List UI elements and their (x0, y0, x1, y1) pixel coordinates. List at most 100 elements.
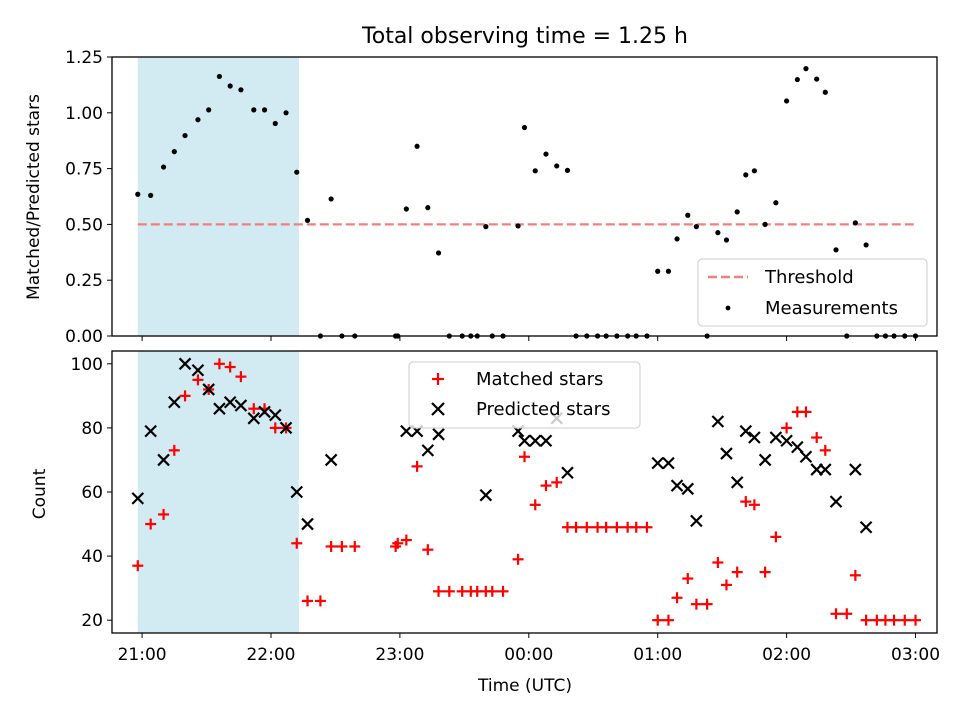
predicted-star-point (234, 399, 248, 412)
measurement-point (814, 76, 820, 82)
count-panel: 20 40 60 80 100 21:00 22:00 23:00 00:00 01:00 02:… (30, 350, 940, 696)
predicted-star-point (748, 431, 761, 444)
measurement-point (543, 151, 549, 157)
y-tick-label: 0.25 (65, 271, 103, 291)
count-legend: Matched stars Predicted stars (408, 361, 641, 429)
predicted-star-point (758, 453, 772, 467)
matched-star-point (248, 403, 260, 415)
matched-star-point (540, 480, 552, 492)
measurement-point (674, 236, 680, 242)
predicted-star-point (178, 357, 192, 371)
predicted-star-point (651, 456, 664, 470)
predicted-star-point (258, 405, 271, 419)
ratio-legend: Threshold Measurements (697, 258, 928, 327)
measurement-point (693, 224, 699, 230)
y-tick-label: 1.25 (65, 48, 103, 68)
measurement-point (665, 268, 672, 274)
predicted-star-point (769, 431, 783, 444)
matched-star-point (349, 540, 361, 552)
measurement-point (803, 66, 809, 72)
measurement-point (435, 250, 442, 256)
ratio-x-axis-ticks (141, 336, 917, 341)
matched-star-point (422, 544, 434, 556)
predicted-star-point (561, 466, 574, 480)
predicted-star-point (247, 412, 261, 425)
count-y-axis-label: Count (30, 468, 50, 519)
matched-star-point (400, 534, 412, 546)
y-tick-label: 0.50 (65, 215, 103, 235)
matched-star-point (581, 521, 593, 533)
measurement-point (135, 191, 141, 197)
matched-star-point (630, 521, 642, 533)
matched-star-point (841, 608, 853, 620)
measurement-point (182, 132, 188, 139)
matched-star-point (819, 444, 831, 456)
predicted-star-point (168, 395, 181, 409)
predicted-star-point (223, 395, 237, 409)
predicted-star-point (144, 424, 157, 438)
predicted-star-point (191, 363, 205, 377)
predicted-stars-legend-label: Predicted stars (476, 399, 610, 420)
measurement-point (833, 247, 839, 253)
matched-star-point (192, 374, 204, 386)
count-x-axis-ticks: 21:00 22:00 23:00 00:00 01:00 02:00 03:00 (118, 633, 940, 665)
x-tick-label: 23:00 (375, 645, 424, 665)
measurement-point (272, 120, 278, 127)
measurement-point (160, 164, 167, 170)
predicted-star-point (301, 517, 314, 531)
measurements-legend-swatch (725, 305, 731, 311)
measurement-point (723, 237, 730, 243)
measurement-point (532, 168, 538, 174)
measurement-point (238, 87, 244, 93)
measurement-point (171, 149, 177, 155)
matched-star-point (611, 521, 623, 533)
matched-star-point (519, 451, 530, 463)
matched-star-point (671, 592, 683, 604)
x-tick-label: 21:00 (118, 645, 167, 665)
matched-star-point (849, 569, 861, 581)
measurement-point (743, 172, 749, 178)
measurement-point (822, 89, 828, 95)
predicted-star-point (518, 434, 531, 448)
ratio-y-axis-label: Matched/Predicted stars (24, 94, 44, 300)
predicted-star-point (400, 424, 413, 438)
matched-star-point (551, 476, 563, 488)
predicted-star-point (290, 485, 304, 499)
chart-title: Total observing time = 1.25 h (361, 24, 688, 49)
y-tick-label: 20 (81, 611, 103, 631)
measurement-point (762, 221, 768, 227)
matched-star-point (224, 361, 236, 373)
matched-star-point (411, 460, 423, 472)
predicted-star-point (819, 463, 832, 476)
matched-star-point (770, 531, 782, 543)
matched-star-point (600, 521, 612, 533)
x-tick-label: 00:00 (504, 645, 553, 665)
measurement-point (227, 83, 233, 89)
matched-star-point (168, 444, 180, 456)
predicted-star-point (730, 476, 744, 489)
measurement-point (715, 230, 721, 236)
matched-stars-legend-label: Matched stars (476, 369, 603, 390)
predicted-star-point (711, 415, 725, 428)
y-tick-label: 100 (71, 355, 103, 375)
predicted-star-point (479, 488, 493, 502)
measurement-point (216, 73, 223, 80)
y-tick-label: 40 (81, 547, 103, 567)
matched-star-point (158, 508, 170, 520)
measurement-point (794, 76, 800, 83)
measurement-point (784, 98, 790, 104)
measurement-point (863, 242, 869, 248)
measurement-point (195, 117, 201, 123)
threshold-legend-label: Threshold (764, 267, 854, 288)
count-panel-frame (111, 350, 938, 634)
measurement-point (283, 110, 289, 116)
predicted-star-point (670, 479, 684, 492)
shaded-observing-window (137, 351, 299, 633)
predicted-star-point (324, 453, 338, 467)
measurement-point (852, 220, 858, 226)
matched-star-point (336, 540, 348, 552)
measurement-point (403, 206, 409, 212)
matched-star-point (682, 573, 694, 585)
y-tick-label: 1.00 (65, 104, 103, 124)
matched-star-point (497, 585, 509, 597)
